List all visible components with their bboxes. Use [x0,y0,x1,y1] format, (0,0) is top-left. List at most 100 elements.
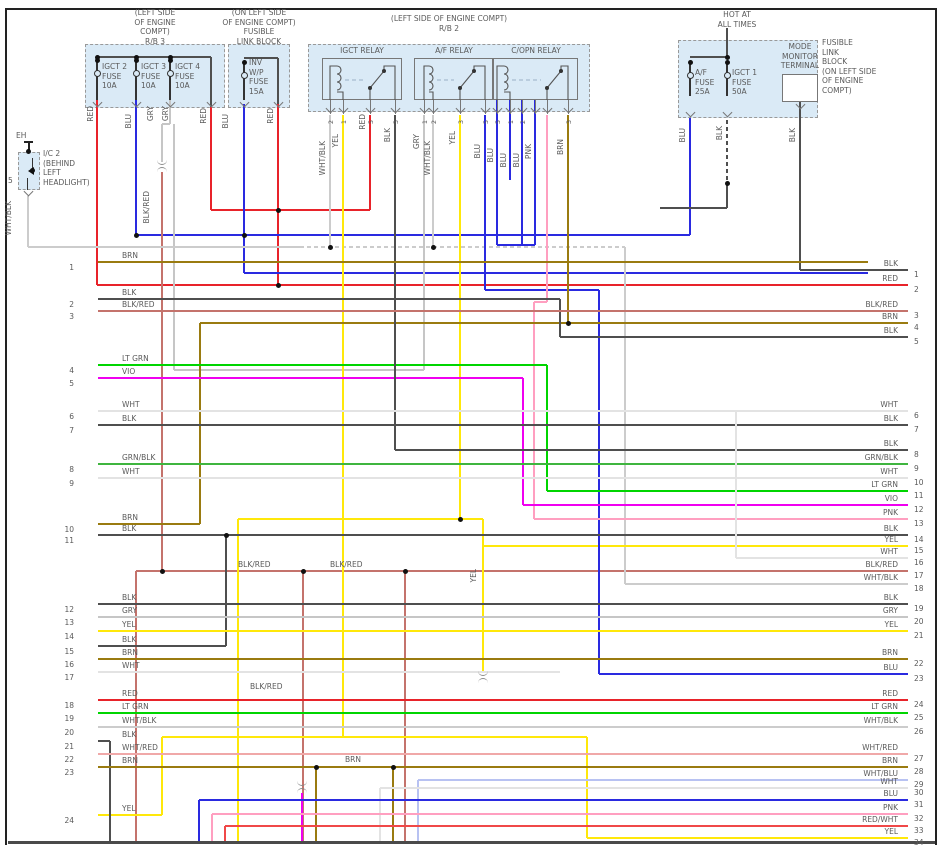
wire-brn [98,261,868,263]
right-row-label: YEL [884,535,899,544]
fusible-link-left-block [228,44,290,108]
rb2-block [308,44,590,112]
right-row-number: 21 [914,631,924,640]
wire-label: BLK/RED [142,191,151,224]
wire-yel [459,115,461,519]
wire-wht-blk [329,115,331,247]
ic2-label: I/C 2 (BEHIND LEFT HEADLIGHT) [43,149,90,187]
wire-blk [726,183,728,208]
fuse-terminal-dot [687,60,693,65]
junction-dot [300,568,306,574]
relay-pin-number: 2 [327,120,335,125]
right-row-label: BLK [883,524,898,533]
junction-dot [390,764,396,770]
wire-label: BLU [124,114,133,129]
wire-brn [98,523,200,525]
wire-blk-red [302,571,304,841]
right-row-label: GRN/BLK [864,453,898,462]
fuse-terminal-dot [241,60,247,65]
wire-blu [522,244,535,246]
right-row-number: 16 [914,558,924,567]
wire-blk [244,57,278,59]
right-row-number: 33 [914,826,924,835]
fuse-wire [726,62,728,96]
wire-lt-grn [98,364,547,366]
ic2-pin-label: 5 [8,176,13,185]
wire-blk [690,56,727,58]
left-row-label: BLK [122,524,137,533]
right-row-number: 8 [914,450,919,459]
wire-yel [98,814,162,816]
wire-blu [244,272,868,274]
right-row-label: WHT/BLK [863,573,898,582]
right-row-label: BLK [883,326,898,335]
left-row-label: GRN/BLK [122,453,156,462]
left-row-number: 23 [64,768,74,777]
right-row-number: 20 [914,617,924,626]
left-row-number: 22 [64,755,74,764]
right-row-number: 24 [914,700,924,709]
wire-blu [689,118,691,235]
wire-blk [726,28,728,57]
wire-wht-blu [417,780,419,841]
wire-blk [225,535,227,646]
wire-blu [243,104,245,235]
left-row-number: 3 [69,312,74,321]
wire-label: WHT/BLK [318,141,327,176]
fuse-wire [689,62,691,96]
wire-yel [237,519,239,841]
left-row-label: VIO [122,367,136,376]
right-row-label: BLK [883,593,898,602]
connector-icon [297,788,307,794]
left-row-number: 8 [69,465,74,474]
wire-red [211,209,370,211]
right-row-label: WHT/BLK [863,716,898,725]
right-row-number: 18 [914,584,924,593]
wire-gry [162,123,170,125]
wire-label: RED [358,114,367,130]
wire-wht [736,557,908,559]
relay-pin-number: 2 [430,120,438,125]
right-row-number: 29 [914,780,924,789]
wire-blu [135,100,137,235]
wire-wht-red [98,753,908,755]
wire-blu [485,289,599,291]
junction-dot [133,232,139,238]
wire-gry [423,115,425,370]
junction-dot [159,568,165,574]
relay-pin-number: 5 [482,120,490,125]
relay-pin-number: 1 [507,120,515,125]
wire-blk-red [404,571,406,841]
junction-dot [94,54,100,60]
right-row-number: 31 [914,800,924,809]
right-row-number: 25 [914,713,924,722]
wire-label: GRY [161,106,170,122]
af-relay-box [414,58,494,100]
wire-wht [98,477,908,479]
wire-blk [560,336,908,338]
wire-gry [98,616,908,618]
eh-ground-stem [28,141,30,152]
mode-monitor-terminal-box [782,74,818,102]
relay-pin-stub [546,100,548,114]
wire-gry [161,124,163,162]
wire-label: BLK [383,128,392,143]
wire-blk [210,57,212,107]
wire-wht-blu [418,779,908,781]
wire-brn [567,115,569,323]
frame-left-border [5,8,7,845]
left-row-number: 12 [64,605,74,614]
wire-label: BLU [221,114,230,129]
wire-blk-red [98,310,908,312]
left-row-number: 17 [64,673,74,682]
right-row-label: LT GRN [871,702,898,711]
wire-blk-red [136,570,908,572]
wire-label: WHT/BLK [4,201,13,236]
left-row-number: 1 [69,263,74,272]
wire-label: GRY [412,134,421,150]
fuse-wire [169,60,171,100]
left-row-number: 18 [64,701,74,710]
af-relay-internal-icon [423,65,486,100]
wire-pnk [211,814,213,841]
